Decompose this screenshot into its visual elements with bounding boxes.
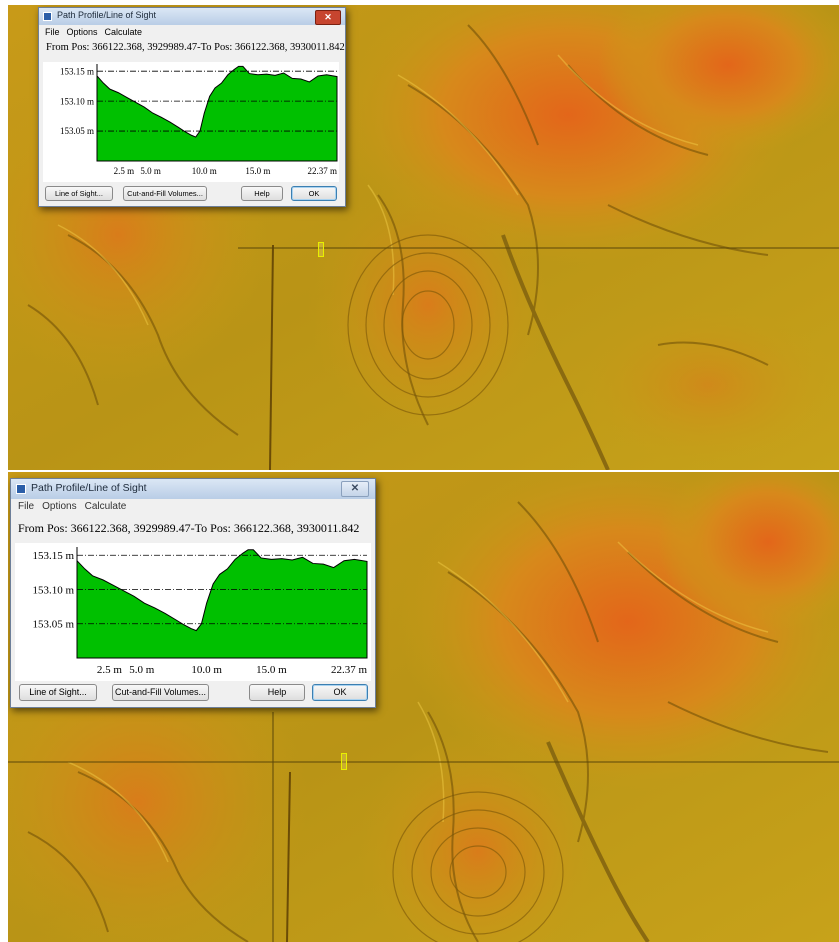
y-tick-label: 153.05 m	[32, 619, 74, 631]
x-tick-label: 5.0 m	[129, 664, 155, 676]
profile-chart: 153.05 m 153.10 m 153.15 m 2.5 m 5.0 m 10.0 m…	[32, 547, 368, 676]
x-tick-label: 10.0 m	[192, 166, 217, 176]
position-readout: From Pos: 366122.368, 3929989.47-To Pos:…	[18, 521, 360, 535]
path-profile-dialog: Path Profile/Line of Sight ✕ File Options…	[10, 478, 376, 708]
y-tick-label: 153.10 m	[60, 96, 94, 106]
menu-options[interactable]: Options	[42, 501, 77, 512]
menu-options[interactable]: Options	[66, 27, 98, 37]
help-button[interactable]: Help	[241, 186, 283, 201]
menu-calculate[interactable]: Calculate	[104, 27, 143, 37]
x-tick-label: 2.5 m	[97, 664, 123, 676]
close-icon: ✕	[350, 483, 360, 494]
app-icon	[16, 484, 26, 494]
dialog-title: Path Profile/Line of Sight	[31, 482, 147, 494]
map-view-top[interactable]: Path Profile/Line of Sight ✕ File Options…	[8, 5, 839, 470]
y-tick-label: 153.10 m	[32, 584, 74, 596]
x-tick-label: 2.5 m	[114, 166, 135, 176]
ok-button[interactable]: OK	[291, 186, 337, 201]
close-button[interactable]: ✕	[341, 481, 369, 497]
menu-calculate[interactable]: Calculate	[84, 501, 127, 512]
x-tick-label: 10.0 m	[191, 664, 222, 676]
dialog-title: Path Profile/Line of Sight	[57, 10, 157, 20]
profile-cursor-marker	[318, 242, 324, 257]
x-tick-label: 22.37 m	[307, 166, 337, 176]
ok-button[interactable]: OK	[312, 684, 368, 701]
y-tick-label: 153.05 m	[60, 126, 94, 136]
menu-file[interactable]: File	[18, 501, 35, 512]
profile-area	[96, 65, 338, 162]
y-tick-label: 153.15 m	[32, 550, 74, 562]
cut-fill-volumes-button[interactable]: Cut-and-Fill Volumes...	[123, 186, 207, 201]
line-of-sight-button[interactable]: Line of Sight...	[19, 684, 97, 701]
x-tick-label: 15.0 m	[245, 166, 270, 176]
y-tick-label: 153.15 m	[60, 66, 94, 76]
app-icon	[43, 12, 52, 21]
position-readout: From Pos: 366122.368, 3929989.47-To Pos:…	[46, 42, 345, 53]
terrain-hillshade-top	[8, 5, 839, 470]
profile-plot: 153.05 m 153.10 m 153.15 m 2.5 m 5.0 m 10.0 m…	[15, 543, 371, 681]
x-tick-label: 15.0 m	[256, 664, 287, 676]
close-icon: ✕	[324, 12, 332, 22]
profile-chart: 153.05 m 153.10 m 153.15 m 2.5 m 5.0 m 10.0 m…	[60, 64, 338, 176]
menu-bar: File Options Calculate	[11, 501, 375, 515]
line-of-sight-button[interactable]: Line of Sight...	[45, 186, 113, 201]
cut-fill-volumes-button[interactable]: Cut-and-Fill Volumes...	[112, 684, 209, 701]
close-button[interactable]: ✕	[315, 10, 341, 25]
x-tick-label: 22.37 m	[331, 664, 368, 676]
x-tick-label: 5.0 m	[140, 166, 161, 176]
dialog-titlebar[interactable]: Path Profile/Line of Sight	[39, 8, 345, 25]
path-profile-dialog: Path Profile/Line of Sight ✕ File Options…	[38, 7, 346, 207]
dialog-titlebar[interactable]: Path Profile/Line of Sight	[11, 479, 375, 499]
menu-file[interactable]: File	[45, 27, 60, 37]
profile-area	[76, 549, 368, 659]
map-view-bottom[interactable]: Path Profile/Line of Sight ✕ File Options…	[8, 472, 839, 942]
help-button[interactable]: Help	[249, 684, 305, 701]
menu-bar: File Options Calculate	[39, 27, 345, 39]
profile-cursor-marker	[341, 753, 347, 770]
profile-plot: 153.05 m 153.10 m 153.15 m 2.5 m 5.0 m 10.0 m…	[43, 62, 339, 182]
